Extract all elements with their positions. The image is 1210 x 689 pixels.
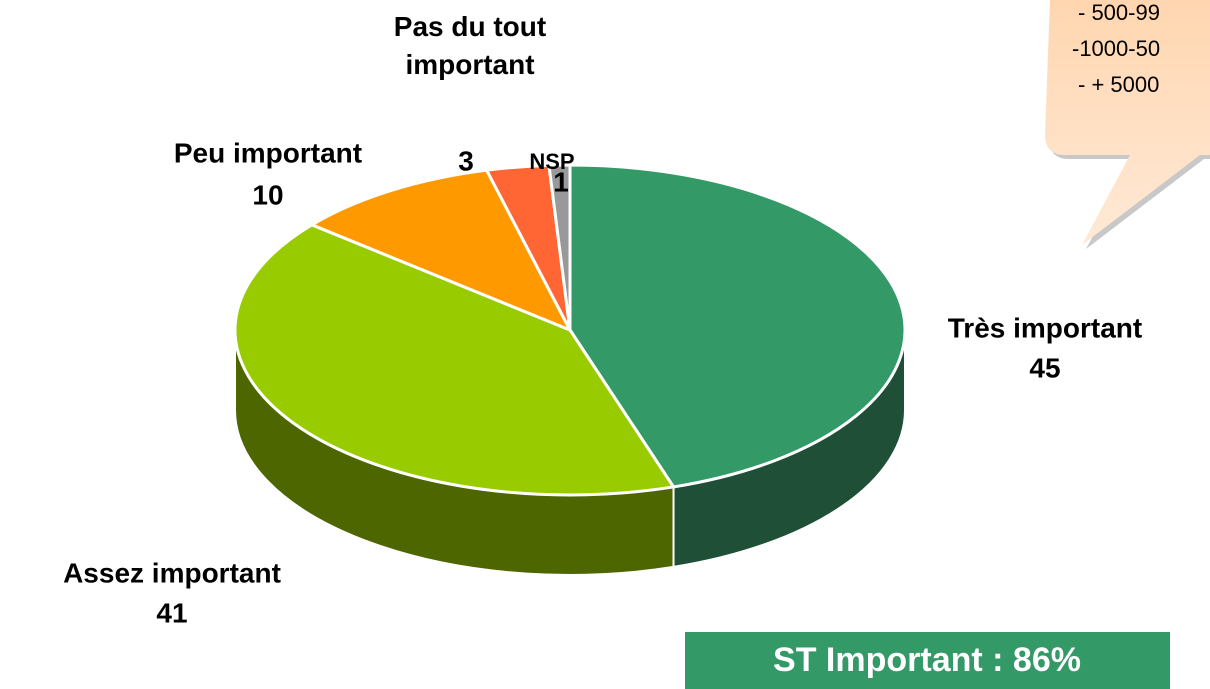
pie <box>233 163 907 576</box>
slice-label: Pas du tout important <box>393 11 547 80</box>
pie-slice <box>547 163 572 331</box>
slice-label: Peu important <box>174 137 362 168</box>
slice-label: NSP <box>529 149 574 174</box>
slice-label: Très important <box>948 312 1142 343</box>
callout-line: -1000-50 <box>1072 36 1160 61</box>
slice-value: 1 <box>553 166 569 197</box>
callout-line: - + 5000 <box>1078 72 1159 97</box>
pie-slice <box>568 163 907 489</box>
slice-value: 45 <box>1029 352 1060 383</box>
badge <box>685 632 1170 689</box>
slice-value: 41 <box>156 597 187 628</box>
pie-slice <box>233 223 677 497</box>
slice-value: 3 <box>458 145 474 176</box>
slice-label: Assez important <box>63 557 281 588</box>
badge-text: ST Important : 86% <box>773 641 1081 679</box>
pie-slice <box>308 168 574 333</box>
slice-value: 10 <box>252 179 283 210</box>
callout-line: - 500-99 <box>1078 0 1160 25</box>
callout <box>1045 0 1210 245</box>
